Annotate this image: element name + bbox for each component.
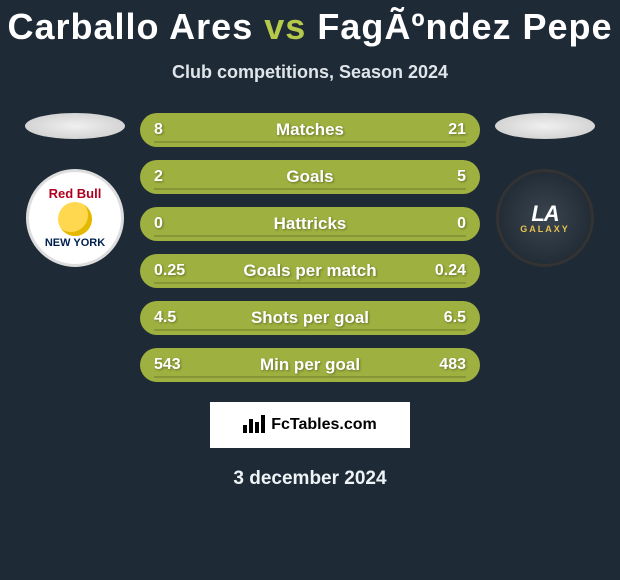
stat-row-min-per-goal: 543 Min per goal 483 [140,348,480,382]
vs-label: vs [264,6,306,47]
player1-name: Carballo Ares [7,6,253,47]
fctables-label: FcTables.com [271,416,377,434]
stat-left-value: 0 [154,215,194,233]
stat-label: Shots per goal [251,308,369,328]
stat-right-value: 21 [426,121,466,139]
stat-right-value: 5 [426,168,466,186]
stat-label: Min per goal [260,355,360,375]
club-left-top-text: Red Bull [49,187,102,200]
stat-left-value: 8 [154,121,194,139]
fctables-badge: FcTables.com [210,402,410,448]
right-side-column: LA GALAXY [490,113,600,267]
content-row: Red Bull NEW YORK 8 Matches 21 2 Goals 5… [0,113,620,382]
stat-row-hattricks: 0 Hattricks 0 [140,207,480,241]
stat-row-goals-per-match: 0.25 Goals per match 0.24 [140,254,480,288]
club-left-bottom-text: NEW YORK [45,238,105,249]
stat-label: Matches [276,120,344,140]
player2-avatar [495,113,595,139]
stat-right-value: 6.5 [426,309,466,327]
soccer-ball-icon [58,202,92,236]
season-subtitle: Club competitions, Season 2024 [0,62,620,83]
stat-label: Goals per match [243,261,376,281]
stat-right-value: 483 [426,356,466,374]
stat-left-value: 0.25 [154,262,194,280]
left-side-column: Red Bull NEW YORK [20,113,130,267]
stats-column: 8 Matches 21 2 Goals 5 0 Hattricks 0 0.2… [140,113,480,382]
comparison-title: Carballo Ares vs FagÃºndez Pepe [0,0,620,48]
club-logo-left: Red Bull NEW YORK [26,169,124,267]
bar-chart-icon [243,413,265,438]
player2-name: FagÃºndez Pepe [317,6,612,47]
stat-label: Hattricks [274,214,347,234]
stat-row-matches: 8 Matches 21 [140,113,480,147]
club-logo-right: LA GALAXY [496,169,594,267]
stat-right-value: 0.24 [426,262,466,280]
date-label: 3 december 2024 [0,468,620,490]
stat-row-shots-per-goal: 4.5 Shots per goal 6.5 [140,301,480,335]
player1-avatar [25,113,125,139]
club-right-top-text: LA [531,203,558,225]
stat-left-value: 4.5 [154,309,194,327]
stat-left-value: 543 [154,356,194,374]
la-galaxy-logo-icon: LA GALAXY [520,203,570,234]
stat-left-value: 2 [154,168,194,186]
stat-row-goals: 2 Goals 5 [140,160,480,194]
stat-right-value: 0 [426,215,466,233]
red-bull-logo-icon: Red Bull NEW YORK [45,187,105,249]
club-right-bottom-text: GALAXY [520,225,570,234]
stat-label: Goals [286,167,333,187]
